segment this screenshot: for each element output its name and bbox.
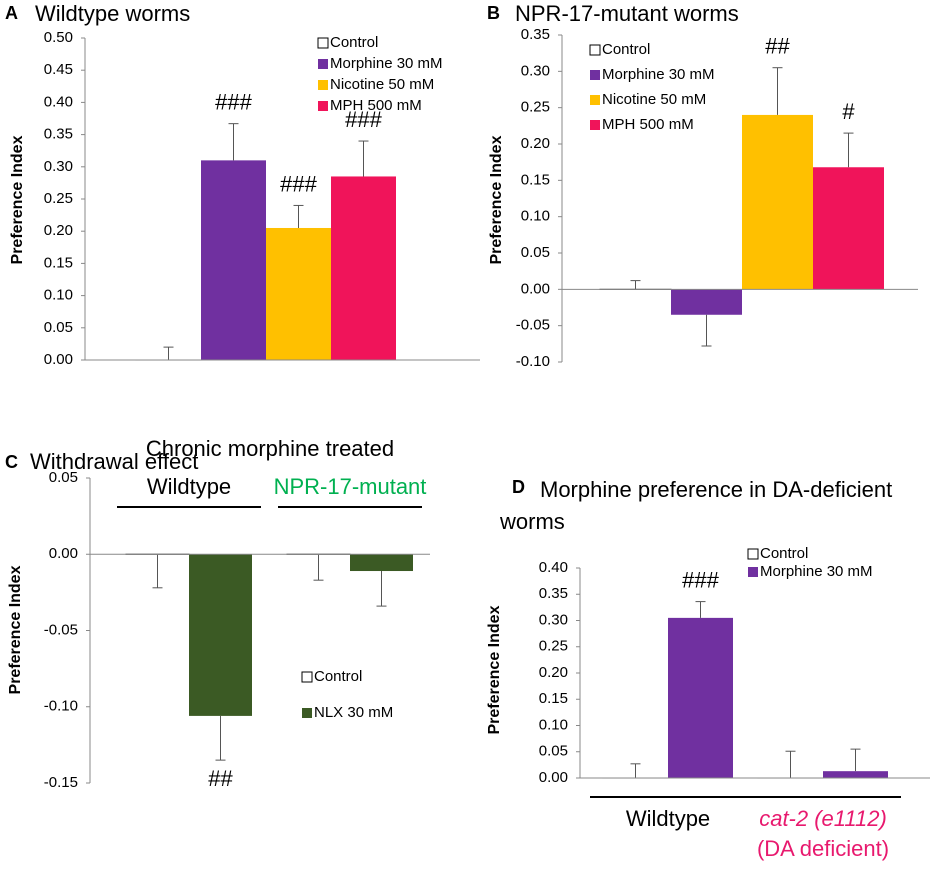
y-tick-label: 0.35 (521, 26, 550, 43)
bar (668, 617, 733, 778)
legend-label: MPH 500 mM (330, 97, 422, 114)
category-label: (DA deficient) (757, 836, 889, 861)
y-tick-label: 0.05 (521, 244, 550, 261)
y-tick-label: 0.40 (44, 93, 73, 110)
bar (266, 227, 331, 360)
legend-swatch (748, 567, 758, 577)
y-tick-label: 0.15 (44, 254, 73, 271)
bar (331, 176, 396, 360)
legend-swatch (318, 59, 328, 69)
category-label: NPR-17-mutant (274, 474, 427, 499)
panel-label: B (487, 3, 500, 23)
y-tick-label: 0.05 (49, 469, 78, 486)
y-tick-label: -0.05 (516, 317, 550, 334)
legend-swatch (589, 44, 601, 56)
y-tick-label: 0.25 (539, 638, 568, 655)
y-tick-label: -0.10 (44, 698, 78, 715)
legend-label: Nicotine 50 mM (330, 76, 434, 93)
y-tick-label: 0.15 (539, 690, 568, 707)
significance-label: ## (208, 766, 233, 791)
y-tick-label: 0.10 (44, 287, 73, 304)
chart-title: NPR-17-mutant worms (515, 1, 739, 26)
legend-label: Control (314, 668, 362, 685)
legend-label: Control (760, 545, 808, 562)
legend-label: MPH 500 mM (602, 116, 694, 133)
y-axis-label: Preference Index (486, 605, 503, 734)
y-tick-label: 0.15 (521, 171, 550, 188)
y-tick-label: 0.05 (539, 743, 568, 760)
y-tick-label: -0.05 (44, 621, 78, 638)
category-label: cat-2 (e1112) (759, 806, 887, 831)
y-tick-label: 0.00 (539, 769, 568, 786)
y-tick-label: 0.00 (49, 545, 78, 562)
bar (189, 554, 252, 716)
chart-title: Withdrawal effect (30, 449, 198, 474)
y-tick-label: 0.10 (539, 716, 568, 733)
bar (813, 167, 884, 290)
legend-label: Control (330, 34, 378, 51)
legend-label: Morphine 30 mM (602, 66, 715, 83)
y-tick-label: 0.20 (44, 222, 73, 239)
category-label: Wildtype (626, 806, 710, 831)
category-label: Wildtype (147, 474, 231, 499)
legend-label: NLX 30 mM (314, 704, 393, 721)
legend-label: Morphine 30 mM (330, 55, 443, 72)
legend-swatch (590, 95, 600, 105)
panel-label: C (5, 452, 18, 472)
legend-label: Control (602, 41, 650, 58)
legend-label: Nicotine 50 mM (602, 91, 706, 108)
y-tick-label: 0.20 (539, 664, 568, 681)
significance-label: ### (280, 171, 317, 196)
legend-swatch (590, 70, 600, 80)
y-tick-label: 0.00 (44, 351, 73, 368)
legend-swatch (317, 37, 329, 49)
legend-swatch (318, 80, 328, 90)
y-tick-label: 0.50 (44, 29, 73, 46)
significance-label: ## (765, 34, 790, 59)
bar (823, 771, 888, 778)
y-tick-label: 0.20 (521, 135, 550, 152)
chart-title: Wildtype worms (35, 1, 190, 26)
y-tick-label: 0.35 (539, 585, 568, 602)
legend-swatch (318, 101, 328, 111)
y-tick-label: 0.40 (539, 559, 568, 576)
panel-label: A (5, 3, 18, 23)
y-tick-label: 0.30 (539, 611, 568, 628)
bar (201, 160, 266, 360)
panel-label: D (512, 477, 525, 497)
y-tick-label: 0.05 (44, 319, 73, 336)
y-tick-label: 0.10 (521, 208, 550, 225)
y-tick-label: -0.15 (44, 774, 78, 791)
y-axis-label: Preference Index (488, 135, 505, 264)
bar (350, 554, 413, 572)
y-tick-label: 0.45 (44, 61, 73, 78)
y-axis-label: Preference Index (7, 565, 24, 694)
y-tick-label: 0.00 (521, 280, 550, 297)
significance-label: ### (682, 567, 719, 592)
legend-swatch (302, 708, 312, 718)
y-tick-label: 0.35 (44, 126, 73, 143)
legend-label: Morphine 30 mM (760, 563, 873, 580)
y-axis-label: Preference Index (9, 135, 26, 264)
y-tick-label: 0.25 (521, 99, 550, 116)
y-tick-label: -0.10 (516, 353, 550, 370)
legend-swatch (590, 120, 600, 130)
y-tick-label: 0.30 (44, 158, 73, 175)
significance-label: ### (215, 89, 252, 114)
legend-swatch (747, 548, 759, 560)
bar (742, 114, 813, 290)
y-tick-label: 0.25 (44, 190, 73, 207)
bar (671, 289, 742, 315)
significance-label: ### (345, 107, 382, 132)
chart-title: Morphine preference in DA-deficient worm… (500, 477, 893, 534)
legend-swatch (301, 671, 313, 683)
chart-subtitle: Chronic morphine treated (146, 436, 394, 461)
significance-label: # (842, 99, 855, 124)
y-tick-label: 0.30 (521, 62, 550, 79)
